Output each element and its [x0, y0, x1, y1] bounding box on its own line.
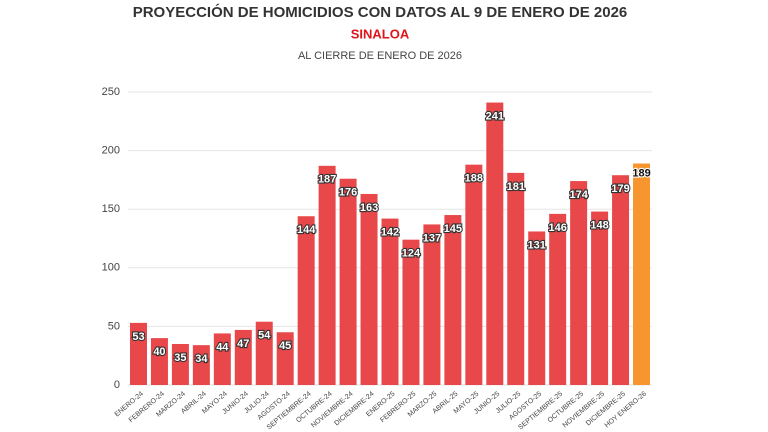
bar	[402, 239, 420, 385]
value-label: 40	[153, 346, 165, 358]
value-label: 181	[507, 181, 525, 193]
value-label: 53	[132, 331, 144, 343]
bar	[507, 172, 525, 385]
value-label: 241	[486, 110, 504, 122]
bar	[171, 343, 189, 385]
value-label: 144	[297, 224, 316, 236]
bar	[318, 165, 336, 385]
bar	[381, 218, 399, 385]
bar	[213, 333, 231, 385]
bar	[339, 178, 357, 385]
value-label: 176	[339, 187, 357, 199]
value-label: 137	[423, 232, 441, 244]
value-label: 34	[195, 353, 208, 365]
bar	[591, 211, 609, 385]
y-tick-label: 50	[108, 320, 120, 332]
bar	[234, 329, 252, 385]
value-label: 189	[632, 167, 650, 179]
bar	[276, 332, 294, 385]
bar	[192, 345, 210, 385]
y-tick-label: 150	[102, 203, 120, 215]
bar	[570, 181, 588, 385]
chart-subtitle: SINALOA	[351, 26, 410, 41]
value-label: 148	[590, 219, 608, 231]
value-label: 145	[444, 223, 462, 235]
y-tick-label: 200	[102, 145, 120, 157]
value-label: 179	[611, 183, 629, 195]
bar	[465, 164, 483, 385]
bar	[486, 102, 504, 385]
value-label: 187	[318, 174, 336, 186]
bar	[129, 322, 147, 385]
value-label: 146	[549, 222, 567, 234]
value-label: 54	[258, 330, 271, 342]
y-tick-label: 0	[114, 379, 120, 391]
value-label: 124	[402, 248, 421, 260]
value-label: 47	[237, 338, 249, 350]
y-tick-label: 100	[102, 262, 120, 274]
bar	[255, 321, 273, 385]
bar	[360, 193, 378, 385]
value-label: 131	[528, 239, 546, 251]
value-label: 188	[465, 173, 483, 185]
y-tick-label: 250	[102, 86, 120, 98]
bar	[612, 175, 630, 385]
value-label: 142	[381, 226, 399, 238]
bar	[549, 213, 567, 385]
chart-note: AL CIERRE DE ENERO DE 2026	[298, 50, 462, 62]
bar	[633, 163, 651, 385]
value-label: 44	[216, 341, 229, 353]
bar	[150, 338, 168, 385]
chart-title: PROYECCIÓN DE HOMICIDIOS CON DATOS AL 9 …	[133, 3, 628, 21]
bar	[444, 215, 462, 385]
bar	[297, 216, 315, 385]
value-label: 174	[569, 189, 588, 201]
value-label: 35	[174, 352, 186, 364]
value-label: 45	[279, 340, 291, 352]
bar	[528, 231, 546, 385]
value-label: 163	[360, 202, 378, 214]
bar	[423, 224, 441, 385]
